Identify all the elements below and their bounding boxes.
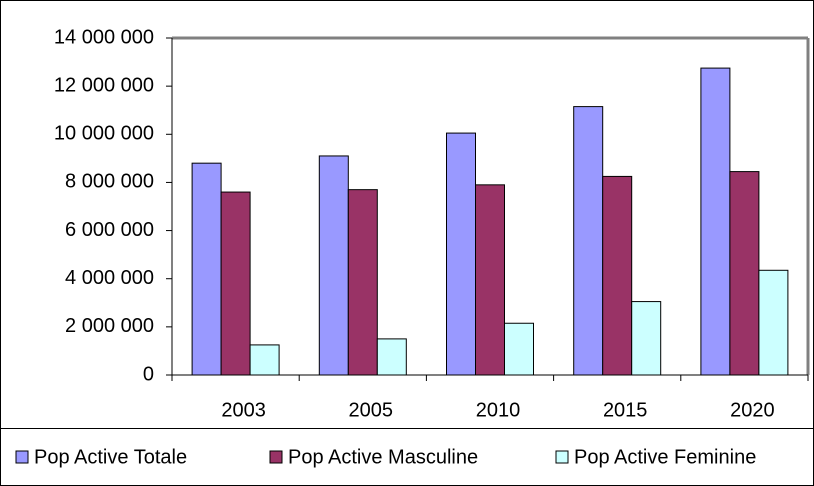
y-tick-label: 14 000 000 bbox=[54, 26, 154, 48]
y-tick-label: 12 000 000 bbox=[54, 74, 154, 96]
y-tick-label: 6 000 000 bbox=[65, 219, 154, 241]
legend-label: Pop Active Feminine bbox=[574, 446, 756, 468]
bar bbox=[475, 184, 505, 376]
y-tick-label: 10 000 000 bbox=[54, 123, 154, 145]
bar bbox=[220, 191, 251, 376]
bar bbox=[318, 155, 349, 376]
x-tick-label: 2003 bbox=[221, 399, 266, 421]
bar bbox=[602, 175, 633, 376]
x-tick-label: 2020 bbox=[730, 399, 775, 421]
x-tick-label: 2005 bbox=[349, 399, 394, 421]
legend-label: Pop Active Totale bbox=[34, 446, 187, 468]
bar bbox=[504, 322, 534, 376]
y-tick-label: 0 bbox=[143, 363, 154, 385]
bar bbox=[729, 171, 760, 376]
y-tick-label: 4 000 000 bbox=[65, 267, 154, 289]
bar bbox=[631, 301, 662, 376]
y-tick-label: 2 000 000 bbox=[65, 315, 154, 337]
bar bbox=[376, 338, 407, 376]
legend-swatch bbox=[15, 450, 29, 464]
bar bbox=[191, 162, 222, 376]
bar bbox=[446, 132, 476, 376]
x-tick-label: 2010 bbox=[476, 399, 521, 421]
bar bbox=[758, 269, 789, 376]
y-tick-label: 8 000 000 bbox=[65, 171, 154, 193]
bar bbox=[573, 106, 604, 376]
bar bbox=[700, 67, 731, 376]
legend-label: Pop Active Masculine bbox=[288, 446, 478, 468]
legend-swatch bbox=[555, 450, 569, 464]
bar bbox=[249, 344, 280, 376]
bar bbox=[347, 189, 378, 376]
legend-swatch bbox=[269, 450, 283, 464]
x-tick-label: 2015 bbox=[603, 399, 648, 421]
